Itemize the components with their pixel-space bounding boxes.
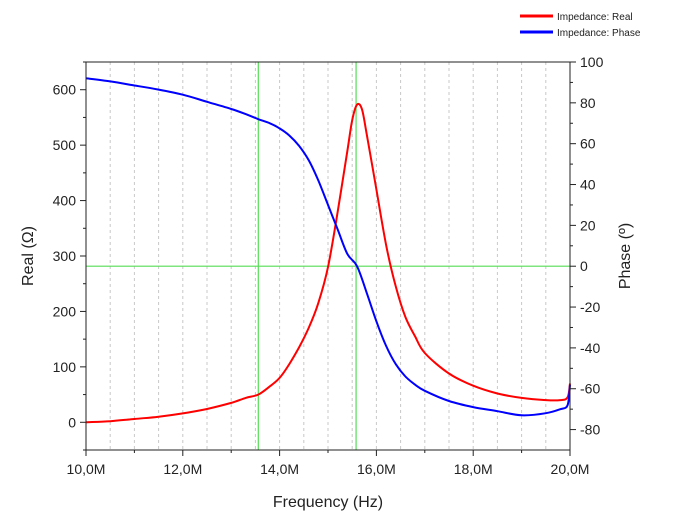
- legend: Impedance: Real Impedance: Phase: [520, 12, 641, 39]
- x-tick-label: 12,0M: [163, 461, 202, 477]
- y-left-tick-label: 200: [53, 303, 77, 319]
- y-right-tick-label: -80: [580, 422, 600, 438]
- y-right-tick-label: -60: [580, 381, 600, 397]
- y-left-tick-label: 600: [53, 82, 77, 98]
- x-tick-label: 14,0M: [260, 461, 299, 477]
- x-tick-label: 16,0M: [357, 461, 396, 477]
- y-right-tick-label: 60: [580, 136, 596, 152]
- y-axis-left-title: Real (Ω): [20, 226, 37, 286]
- series-line-impedance-phase: [85, 77, 571, 417]
- series-line-impedance-real: [85, 102, 571, 424]
- axis-ticks: 10,0M 12,0M 14,0M 16,0M 18,0M 20,0M0100200300…: [53, 54, 604, 477]
- x-tick-label: 20,0M: [551, 461, 590, 477]
- y-left-tick-label: 100: [53, 359, 77, 375]
- y-right-tick-label: 40: [580, 177, 596, 193]
- y-right-tick-label: 0: [580, 258, 588, 274]
- grid-lines: [109, 62, 547, 450]
- y-left-tick-label: 500: [53, 137, 77, 153]
- x-tick-label: 18,0M: [454, 461, 493, 477]
- y-left-tick-label: 300: [53, 248, 77, 264]
- legend-label-phase: Impedance: Phase: [557, 28, 641, 39]
- y-right-tick-label: -20: [580, 299, 600, 315]
- y-axis-right-title: Phase (º): [617, 223, 634, 289]
- y-left-tick-label: 0: [68, 414, 76, 430]
- y-right-tick-label: 20: [580, 217, 596, 233]
- y-right-tick-label: 80: [580, 95, 596, 111]
- y-right-tick-label: 100: [580, 54, 604, 70]
- y-right-tick-label: -40: [580, 340, 600, 356]
- x-tick-label: 10,0M: [67, 461, 106, 477]
- legend-label-real: Impedance: Real: [557, 12, 633, 23]
- series-layer: [85, 77, 571, 424]
- x-axis-title: Frequency (Hz): [273, 494, 383, 511]
- y-left-tick-label: 400: [53, 193, 77, 209]
